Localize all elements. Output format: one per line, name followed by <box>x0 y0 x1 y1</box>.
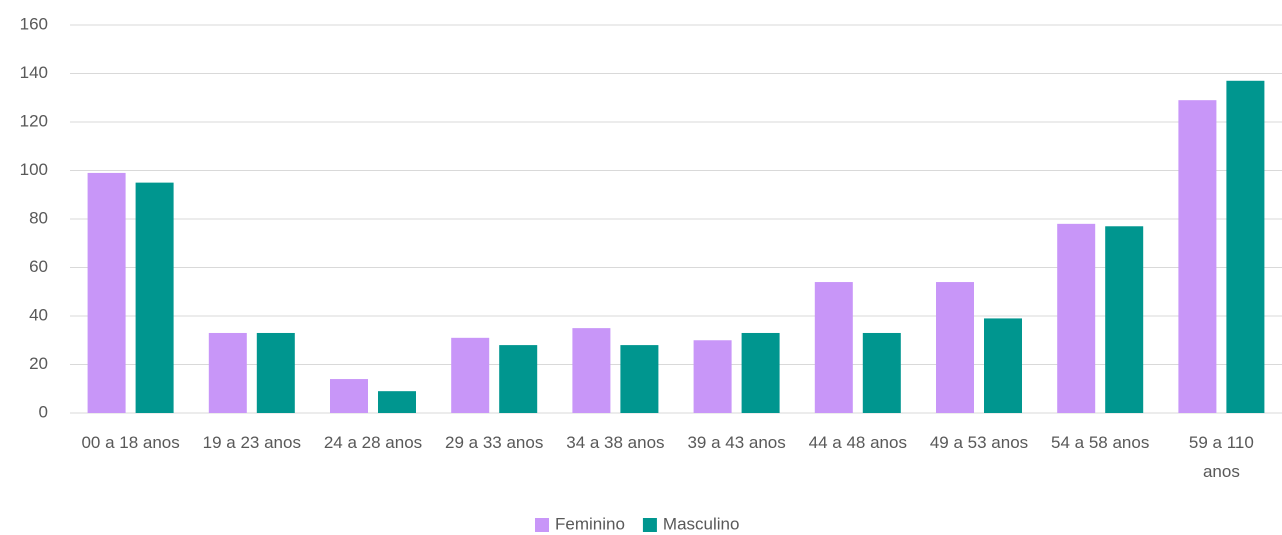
x-tick-label: 49 a 53 anos <box>929 433 1029 452</box>
bar <box>378 391 416 413</box>
legend-swatch <box>642 518 657 532</box>
y-tick-label: 100 <box>20 160 48 179</box>
bar <box>936 282 974 413</box>
bar <box>208 332 247 413</box>
y-tick-label: 140 <box>20 63 48 82</box>
y-tick-label: 60 <box>29 257 48 276</box>
x-tick-label: 44 a 48 anos <box>808 433 907 452</box>
bar <box>256 332 295 413</box>
x-tick-label: 29 a 33 anos <box>445 433 544 452</box>
y-tick-label: 0 <box>39 402 48 421</box>
bar <box>87 172 126 413</box>
bar <box>1226 80 1265 414</box>
x-tick-label: 24 a 28 anos <box>323 433 423 452</box>
bar <box>451 337 490 413</box>
x-tick-label: 34 a 38 anos <box>566 433 665 452</box>
y-tick-label: 160 <box>20 14 48 33</box>
bar <box>693 340 732 413</box>
bar <box>1178 100 1217 414</box>
bar <box>135 182 174 413</box>
legend-label: Masculino <box>663 514 740 533</box>
x-tick-label: 59 a 110 anos <box>1188 433 1254 481</box>
bar <box>814 282 853 413</box>
x-tick-label: 54 a 58 anos <box>1051 433 1150 452</box>
legend-label: Feminino <box>555 514 625 533</box>
y-tick-label: 40 <box>29 305 48 324</box>
bar <box>1057 223 1096 413</box>
y-tick-label: 20 <box>29 354 48 373</box>
bar <box>741 332 780 413</box>
bar <box>572 328 611 413</box>
x-tick-label: 19 a 23 anos <box>202 433 301 452</box>
bar <box>330 379 368 413</box>
legend-swatch <box>535 518 549 532</box>
bar <box>499 345 538 413</box>
x-tick-label: 00 a 18 anos <box>81 433 180 452</box>
bar <box>1105 226 1144 413</box>
y-tick-label: 80 <box>29 208 48 227</box>
bar <box>620 345 659 413</box>
x-tick-label: 39 a 43 anos <box>687 433 786 452</box>
y-tick-label: 120 <box>20 111 48 130</box>
bar <box>984 318 1022 413</box>
bar <box>862 332 901 413</box>
